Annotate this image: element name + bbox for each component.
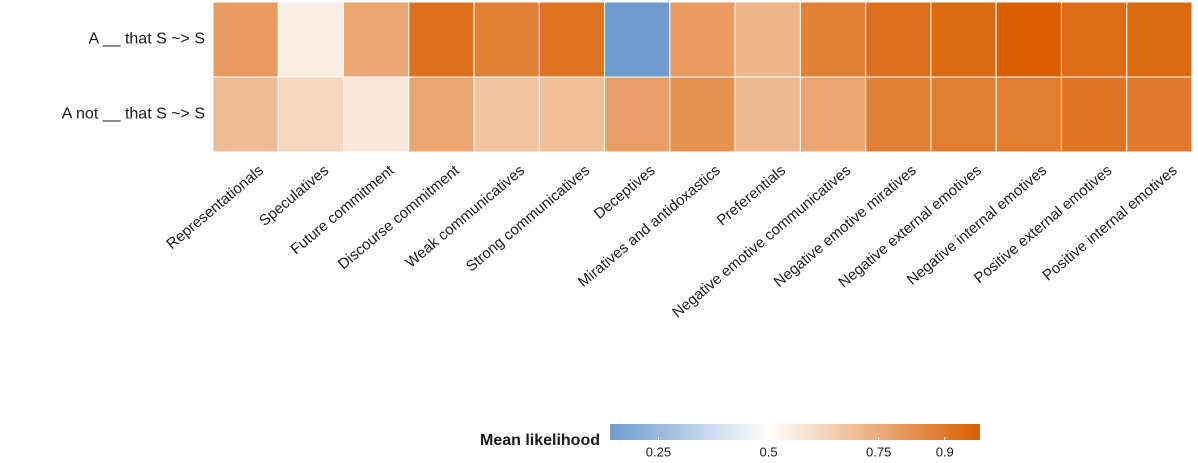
heatmap-cell	[865, 1, 932, 78]
colorbar-title: Mean likelihood	[480, 432, 600, 449]
heatmap-cell	[669, 1, 736, 78]
heatmap-cell	[212, 1, 279, 78]
heatmap-cell	[538, 76, 606, 153]
heatmap-cell	[734, 1, 801, 78]
heatmap-cell	[1126, 1, 1193, 78]
row-label: A __ that S ~> S	[88, 31, 205, 48]
heatmap-cell	[1126, 76, 1193, 153]
heatmap-cell	[930, 1, 997, 78]
heatmap-cell	[408, 1, 475, 78]
heatmap-cell	[799, 76, 867, 153]
x-tick-label: Representationals	[163, 162, 267, 253]
heatmap-cell	[604, 1, 671, 78]
x-tick-label: Deceptives	[591, 162, 659, 223]
x-tick-label: Strong communicatives	[463, 162, 593, 275]
heatmap-cell	[343, 1, 410, 78]
heatmap-cell	[799, 1, 867, 78]
colorbar-tick-label: 0.75	[866, 444, 891, 459]
colorbar-tick-label: 0.25	[646, 444, 671, 459]
heatmap-cell	[930, 76, 997, 153]
heatmap-cell	[277, 1, 345, 78]
colorbar	[610, 424, 980, 440]
heatmap-cell	[212, 76, 279, 153]
heatmap-cell	[538, 1, 606, 78]
heatmap-cell	[343, 76, 410, 153]
heatmap-cell	[277, 76, 345, 153]
heatmap-cell	[995, 76, 1062, 153]
heatmap-cell	[865, 76, 932, 153]
x-tick-label: Discourse commitment	[335, 161, 463, 273]
colorbar-tick-label: 0.9	[936, 444, 954, 459]
heatmap-cell	[1060, 1, 1128, 78]
heatmap-cell	[1060, 76, 1128, 153]
heatmap-cell	[408, 76, 475, 153]
heatmap-cell	[995, 1, 1062, 78]
row-label: A not __ that S ~> S	[62, 106, 205, 123]
heatmap-cell	[473, 76, 540, 153]
heatmap-cell	[669, 76, 736, 153]
heatmap-cell	[473, 1, 540, 78]
heatmap-cell	[604, 76, 671, 153]
heatmap-cell	[734, 76, 801, 153]
colorbar-tick-label: 0.5	[760, 444, 778, 459]
x-tick-label: Positive internal emotives	[1039, 162, 1180, 284]
x-tick-label: Weak communicatives	[402, 162, 528, 271]
